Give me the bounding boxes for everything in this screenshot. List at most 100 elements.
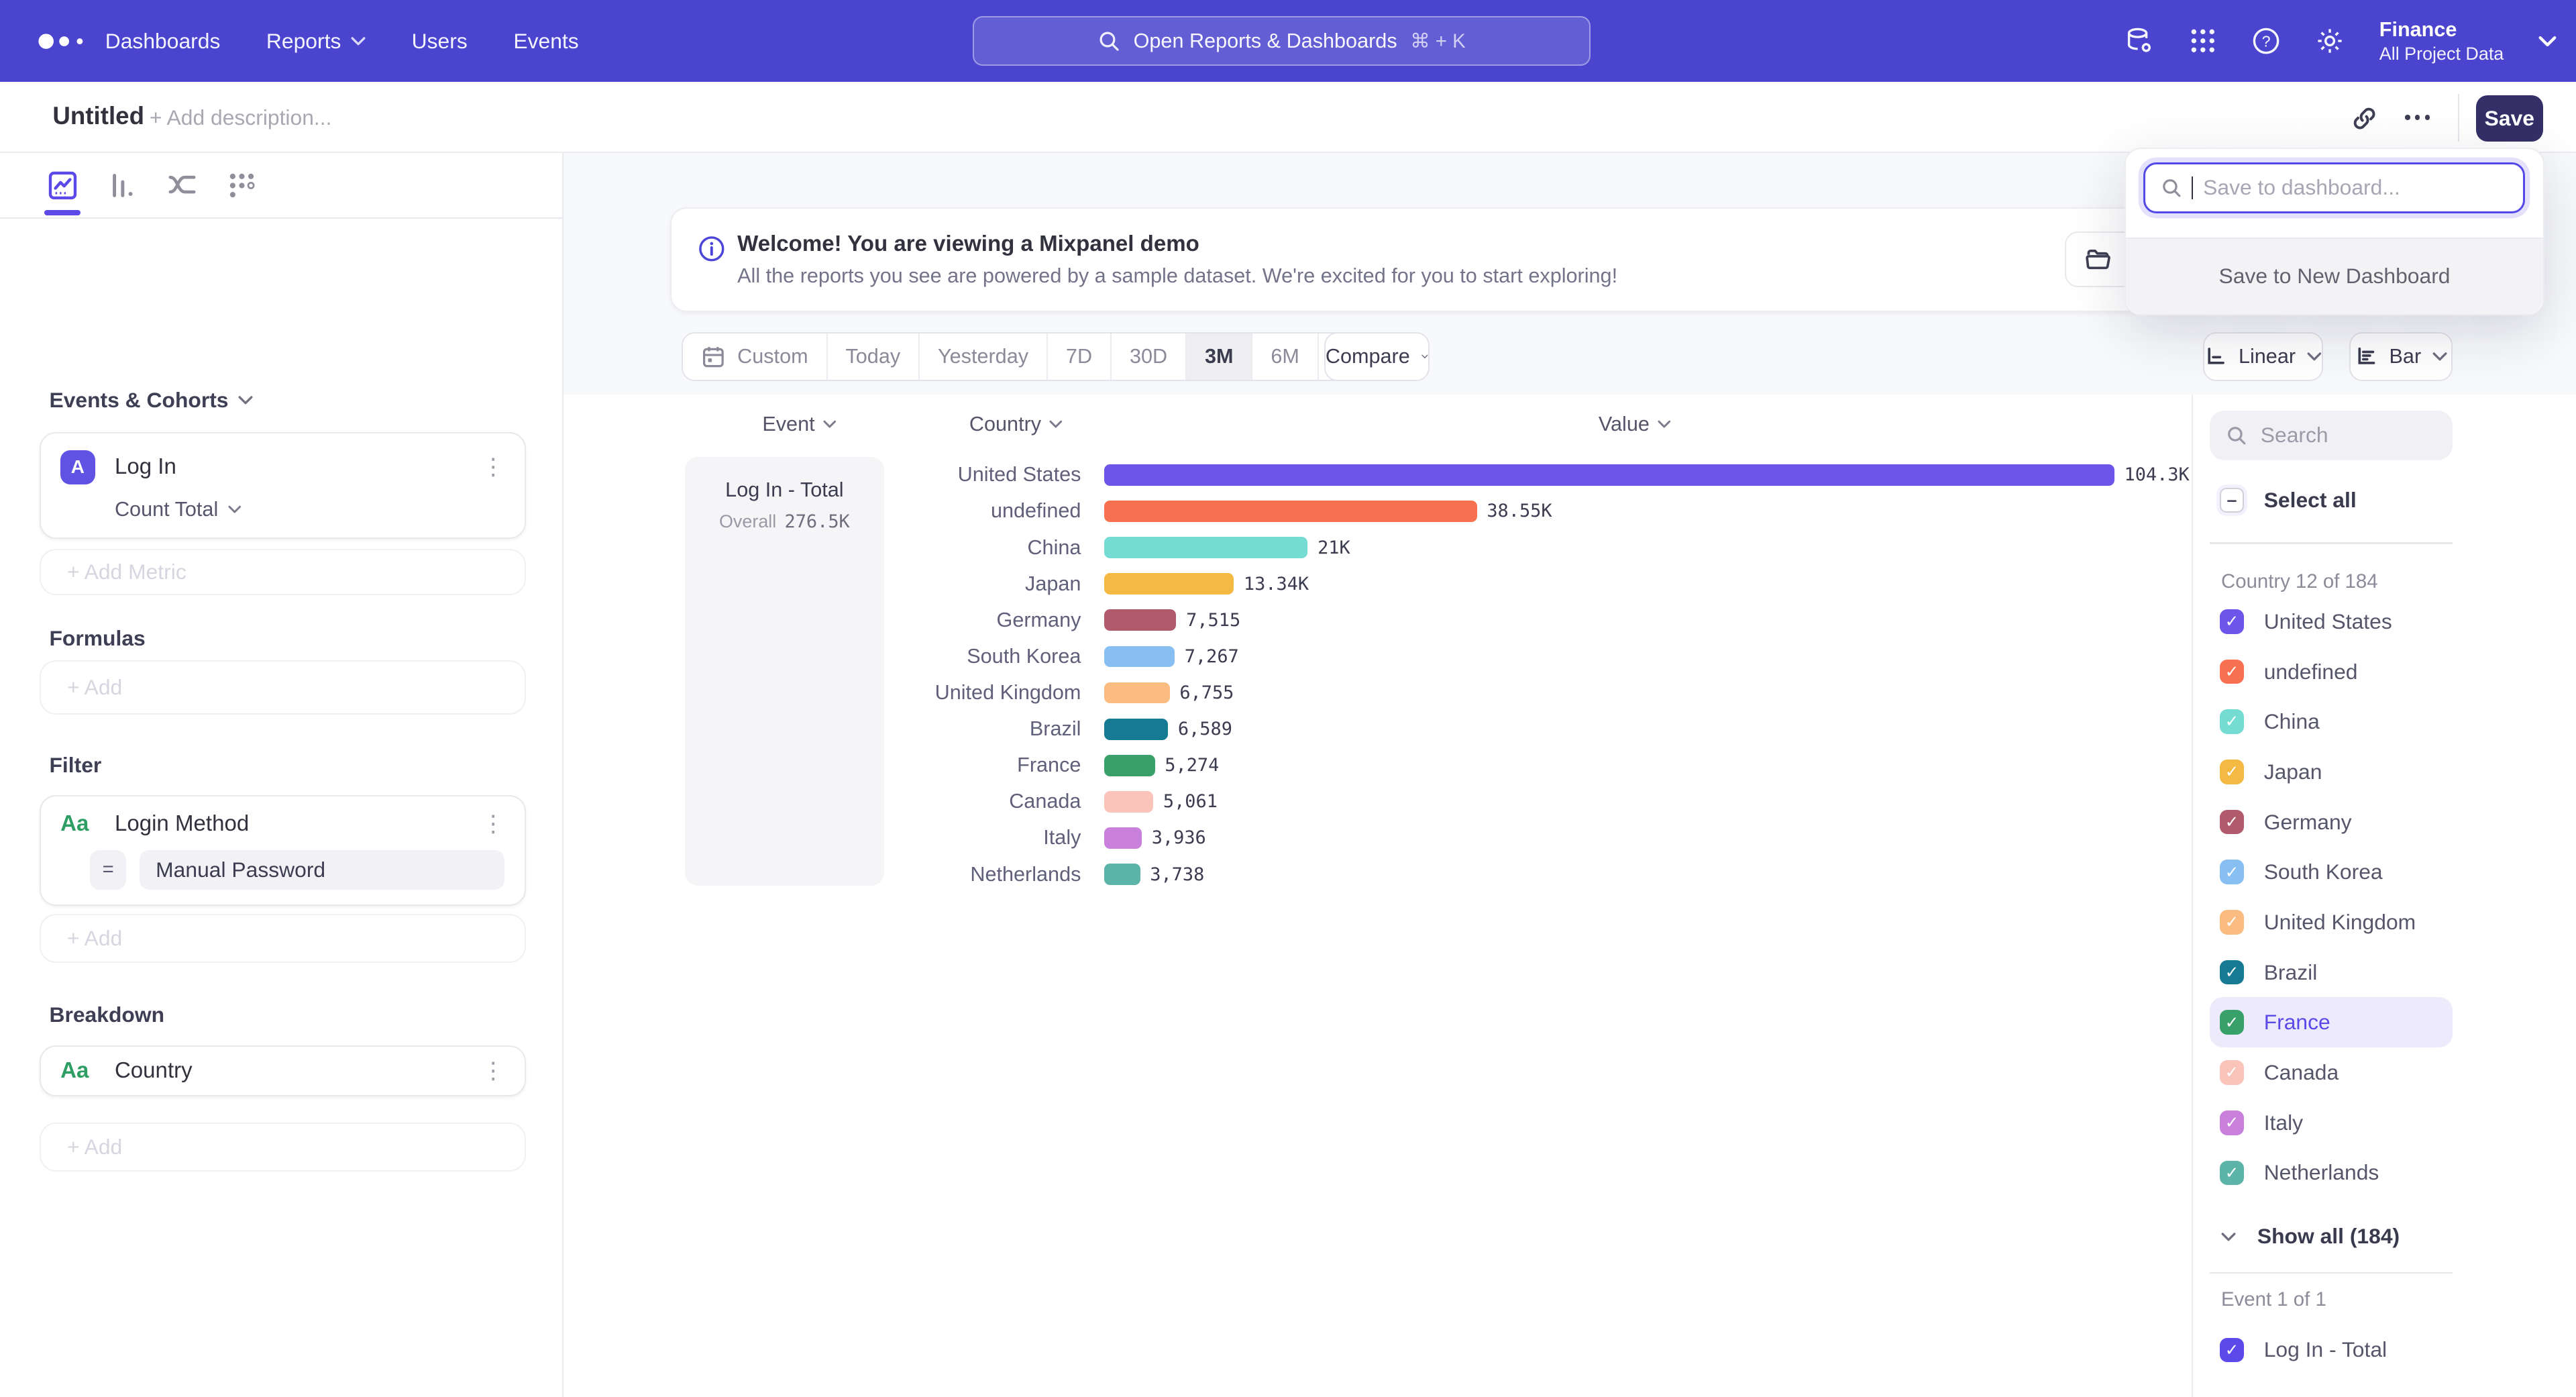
bar[interactable] — [1104, 573, 1234, 595]
range-6m[interactable]: 6M — [1251, 333, 1317, 380]
event-cell[interactable]: Log In - Total Overall 276.5K — [685, 456, 884, 886]
legend-checkbox[interactable]: ✓ — [2219, 1110, 2245, 1135]
nav-item-reports[interactable]: Reports — [266, 29, 366, 54]
add-metric-button[interactable]: + Add Metric — [39, 548, 526, 595]
legend-checkbox[interactable]: ✓ — [2219, 609, 2245, 634]
show-all-toggle[interactable]: Show all (184) — [2221, 1224, 2400, 1249]
events-cohorts-header[interactable]: Events & Cohorts — [49, 388, 253, 413]
project-switcher[interactable]: Finance All Project Data — [2379, 17, 2504, 65]
column-header-event[interactable]: Event — [762, 413, 836, 436]
legend-row-italy[interactable]: ✓ Italy — [2210, 1098, 2453, 1148]
compare-button[interactable]: Compare — [1324, 331, 1430, 382]
legend-row-france[interactable]: ✓ France — [2209, 997, 2453, 1048]
column-header-value[interactable]: Value — [1599, 413, 1671, 436]
scale-selector-button[interactable]: Linear — [2203, 331, 2323, 382]
bar[interactable] — [1104, 790, 1154, 813]
legend-checkbox[interactable]: ✓ — [2219, 760, 2245, 784]
add-filter-button[interactable]: + Add — [39, 913, 526, 964]
filter-card[interactable]: Aa Login Method ⋮ = Manual Password — [39, 795, 526, 906]
mixpanel-logo-icon[interactable] — [36, 28, 92, 54]
data-management-icon[interactable] — [2125, 26, 2154, 56]
add-breakdown-button[interactable]: + Add — [39, 1122, 526, 1172]
column-header-country[interactable]: Country — [969, 413, 1063, 436]
kebab-menu-icon[interactable]: ⋮ — [482, 1057, 505, 1084]
bar[interactable] — [1104, 754, 1155, 776]
event-item-checkbox[interactable]: ✓ — [2219, 1337, 2245, 1363]
legend-event-row[interactable]: ✓ Log In - Total — [2219, 1337, 2387, 1363]
legend-row-south-korea[interactable]: ✓ South Korea — [2210, 847, 2453, 897]
tab-insights-icon[interactable] — [46, 169, 79, 202]
range-30d[interactable]: 30D — [1110, 333, 1185, 380]
bar[interactable] — [1104, 645, 1175, 668]
nav-item-dashboards[interactable]: Dashboards — [105, 28, 221, 53]
legend-row-japan[interactable]: ✓ Japan — [2210, 747, 2453, 797]
bar[interactable] — [1104, 609, 1177, 631]
legend-checkbox[interactable]: ✓ — [2219, 709, 2245, 735]
select-all-checkbox[interactable]: – — [2219, 488, 2245, 513]
legend-row-netherlands[interactable]: ✓ Netherlands — [2210, 1148, 2453, 1198]
breakdown-card[interactable]: Aa Country ⋮ — [39, 1045, 526, 1096]
copy-link-icon[interactable] — [2351, 105, 2377, 132]
settings-gear-icon[interactable] — [2315, 26, 2345, 56]
legend-checkbox[interactable]: ✓ — [2219, 1060, 2245, 1085]
filter-property-name[interactable]: Login Method — [114, 811, 250, 837]
save-button[interactable]: Save — [2475, 95, 2544, 142]
chevron-down-icon[interactable] — [2538, 36, 2557, 47]
range-today[interactable]: Today — [826, 333, 919, 380]
legend-checkbox[interactable]: ✓ — [2219, 960, 2245, 985]
save-dashboard-search-input[interactable]: Save to dashboard... — [2143, 162, 2525, 213]
legend-checkbox[interactable]: ✓ — [2219, 910, 2245, 935]
range-custom[interactable]: Custom — [683, 333, 826, 380]
range-yesterday[interactable]: Yesterday — [918, 333, 1046, 380]
tab-funnels-icon[interactable] — [105, 169, 138, 202]
kebab-menu-icon[interactable]: ⋮ — [482, 454, 505, 481]
nav-item-users[interactable]: Users — [411, 28, 468, 53]
legend-row-brazil[interactable]: ✓ Brazil — [2210, 947, 2453, 998]
chart-type-button[interactable]: Bar — [2349, 331, 2453, 382]
legend-row-germany[interactable]: ✓ Germany — [2210, 797, 2453, 847]
bar[interactable] — [1104, 827, 1142, 849]
legend-label: Canada — [2263, 1060, 2339, 1084]
add-formula-button[interactable]: + Add — [39, 660, 526, 715]
legend-checkbox[interactable]: ✓ — [2219, 860, 2245, 885]
legend-row-china[interactable]: ✓ China — [2210, 696, 2453, 747]
apps-grid-icon[interactable] — [2189, 27, 2217, 55]
breakdown-property-name[interactable]: Country — [114, 1057, 193, 1083]
legend-row-united-states[interactable]: ✓ United States — [2210, 597, 2453, 647]
legend-checkbox[interactable]: ✓ — [2219, 1160, 2245, 1186]
bar-category-label: Canada — [1009, 790, 1081, 813]
aggregation-selector[interactable]: Count Total — [115, 498, 504, 521]
bar[interactable] — [1104, 864, 1140, 885]
global-search-button[interactable]: Open Reports & Dashboards ⌘ + K — [972, 16, 1591, 66]
add-description-field[interactable]: + Add description... — [149, 105, 332, 130]
bar-value-label: 5,274 — [1165, 755, 1220, 776]
filter-value[interactable]: Manual Password — [139, 849, 505, 890]
range-3m[interactable]: 3M — [1185, 333, 1252, 380]
legend-row-united-kingdom[interactable]: ✓ United Kingdom — [2210, 897, 2453, 947]
help-icon[interactable]: ? — [2251, 26, 2281, 56]
nav-item-events[interactable]: Events — [513, 28, 579, 53]
bar[interactable] — [1104, 682, 1170, 704]
metric-event-name[interactable]: Log In — [114, 454, 176, 480]
bar-value-label: 6,755 — [1179, 682, 1234, 704]
save-to-new-dashboard-button[interactable]: Save to New Dashboard — [2125, 237, 2544, 315]
filter-operator[interactable]: = — [90, 849, 127, 890]
range-7d[interactable]: 7D — [1046, 333, 1110, 380]
bar[interactable] — [1104, 464, 2114, 486]
legend-checkbox[interactable]: ✓ — [2219, 809, 2245, 835]
tab-flows-icon[interactable] — [166, 169, 199, 202]
legend-row-canada[interactable]: ✓ Canada — [2210, 1047, 2453, 1098]
more-options-button[interactable] — [2405, 115, 2430, 120]
metric-card[interactable]: A Log In ⋮ Count Total — [39, 432, 526, 539]
legend-checkbox[interactable]: ✓ — [2219, 1010, 2245, 1035]
legend-row-undefined[interactable]: ✓ undefined — [2210, 647, 2453, 697]
legend-checkbox[interactable]: ✓ — [2219, 659, 2245, 684]
bar[interactable] — [1104, 501, 1477, 522]
legend-search-input[interactable]: Search — [2209, 411, 2453, 460]
report-title[interactable]: Untitled — [52, 101, 145, 130]
select-all-row[interactable]: – Select all — [2219, 488, 2357, 513]
bar[interactable] — [1104, 718, 1169, 740]
tab-retention-icon[interactable] — [225, 169, 258, 202]
bar[interactable] — [1104, 537, 1308, 558]
kebab-menu-icon[interactable]: ⋮ — [482, 811, 505, 838]
